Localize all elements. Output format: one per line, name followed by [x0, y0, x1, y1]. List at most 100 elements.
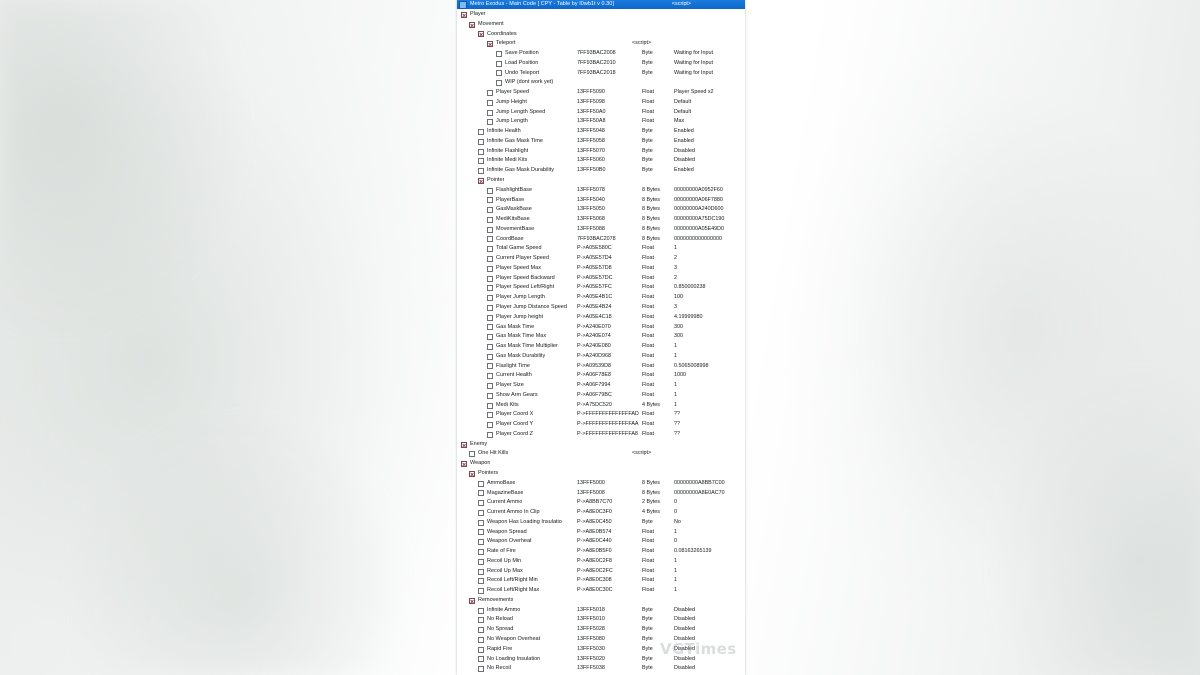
- cheat-table-row[interactable]: Weapon: [457, 459, 745, 469]
- entry-checkbox-icon[interactable]: [487, 187, 493, 194]
- cheat-table-row[interactable]: Gas Mask Time P->A240E070 Float 300: [457, 323, 745, 333]
- entry-checkbox-icon[interactable]: [478, 529, 484, 536]
- entry-checkbox-icon[interactable]: [478, 666, 484, 673]
- cheat-table-row[interactable]: Show Arm Gears P->A06F79BC Float 1: [457, 391, 745, 401]
- entry-checkbox-icon[interactable]: [487, 197, 493, 204]
- cheat-table-row[interactable]: Jump Length Speed 13FFF50A0 Float Default: [457, 108, 745, 118]
- entry-checkbox-icon[interactable]: [487, 246, 493, 253]
- cheat-table-row[interactable]: Current Ammo In Clip P->A8E0C3F0 4 Bytes 0: [457, 508, 745, 518]
- entry-checkbox-icon[interactable]: [487, 295, 493, 302]
- cheat-table-row[interactable]: PlayerBase 13FFF5040 8 Bytes 00000000A06F78…: [457, 196, 745, 206]
- entry-checkbox-icon[interactable]: [487, 382, 493, 389]
- cheat-table-row[interactable]: Infinite Medi Kits 13FFF5060 Byte Disabled: [457, 156, 745, 166]
- entry-checkbox-icon[interactable]: [469, 451, 475, 458]
- cheat-table-row[interactable]: No Reload 13FFF5010 Byte Disabled: [457, 615, 745, 625]
- entry-checkbox-icon[interactable]: [487, 226, 493, 233]
- cheat-table-row[interactable]: Load Position 7FF93BAC2010 Byte Waiting for…: [457, 59, 745, 69]
- entry-checkbox-icon[interactable]: [478, 656, 484, 663]
- entry-checkbox-icon[interactable]: [478, 519, 484, 526]
- entry-checkbox-icon[interactable]: [487, 275, 493, 282]
- cheat-table-row[interactable]: Player Speed Backward P->A05E57DC Float 2: [457, 274, 745, 284]
- cheat-table-row[interactable]: Recoil Left/Right Min P->A8E0C308 Float 1: [457, 576, 745, 586]
- cheat-table-row[interactable]: CoordBase 7FF93BAC2078 8 Bytes 000000000000…: [457, 235, 745, 245]
- window-system-icon[interactable]: [459, 0, 467, 9]
- cheat-table-row[interactable]: Player Speed Max P->A05E57D8 Float 3: [457, 264, 745, 274]
- cheat-table-row[interactable]: No Weapon Overheat 13FFF5080 Byte Disabled: [457, 635, 745, 645]
- entry-checkbox-icon[interactable]: [478, 500, 484, 507]
- cheat-table-row[interactable]: Flaslight Time P->A09539D8 Float 0.50650089…: [457, 362, 745, 372]
- cheat-table-row[interactable]: Player Speed Left/Right P->A05E57FC Float 0…: [457, 283, 745, 293]
- entry-checkbox-icon[interactable]: [487, 412, 493, 419]
- entry-checkbox-icon[interactable]: [487, 256, 493, 263]
- entry-checkbox-icon[interactable]: [487, 353, 493, 360]
- entry-checkbox-icon[interactable]: [478, 539, 484, 546]
- cheat-table-row[interactable]: No Loading Insulation 13FFF5020 Byte Disabl…: [457, 655, 745, 665]
- cheat-table-row[interactable]: Total Game Speed P->A05E580C Float 1: [457, 244, 745, 254]
- cheat-table-row[interactable]: MovementBase 13FFF5088 8 Bytes 00000000A05E…: [457, 225, 745, 235]
- entry-checkbox-icon[interactable]: [496, 80, 502, 87]
- cheat-table-row[interactable]: Jump Length 13FFF50A8 Float Max: [457, 117, 745, 127]
- entry-checkbox-icon[interactable]: [487, 109, 493, 116]
- group-checkbox-icon[interactable]: [461, 461, 467, 468]
- cheat-table-row[interactable]: Save Position 7FF93BAC2008 Byte Waiting for…: [457, 49, 745, 59]
- cheat-table-row[interactable]: Infinite Flashlight 13FFF5070 Byte Disabled: [457, 147, 745, 157]
- entry-checkbox-icon[interactable]: [478, 158, 484, 165]
- cheat-table-row[interactable]: Infinite Gas Mask Time 13FFF5058 Byte Enabl…: [457, 137, 745, 147]
- entry-checkbox-icon[interactable]: [478, 558, 484, 565]
- cheat-table-row[interactable]: FlashlightBase 13FFF5078 8 Bytes 00000000A0…: [457, 186, 745, 196]
- cheat-table-row[interactable]: AmmoBase 13FFF5000 8 Bytes 00000000A8BB7C00: [457, 479, 745, 489]
- cheat-table-row[interactable]: Gas Mask Time Multiplier P->A240E080 Float…: [457, 342, 745, 352]
- cheat-table-row[interactable]: No Recoil 13FFF5038 Byte Disabled: [457, 664, 745, 674]
- cheat-table-row[interactable]: Player Speed 13FFF5090 Float Player Speed x…: [457, 88, 745, 98]
- cheat-table-row[interactable]: Gas Mask Durability P->A240D968 Float 1: [457, 352, 745, 362]
- entry-checkbox-icon[interactable]: [487, 431, 493, 438]
- cheat-table-tree[interactable]: Player Movement Coordinates Teleport <script…: [457, 9, 745, 675]
- cheat-table-row[interactable]: Jump Height 13FFF5098 Float Default: [457, 98, 745, 108]
- entry-checkbox-icon[interactable]: [478, 138, 484, 145]
- entry-checkbox-icon[interactable]: [478, 588, 484, 595]
- cheat-table-row[interactable]: Infinite Gas Mask Durability 13FFF50B0 Byt…: [457, 166, 745, 176]
- group-checkbox-icon[interactable]: [469, 597, 475, 604]
- group-checkbox-icon[interactable]: [487, 41, 493, 48]
- cheat-table-row[interactable]: Recoil Up Min P->A8E0C2F8 Float 1: [457, 557, 745, 567]
- group-checkbox-icon[interactable]: [469, 21, 475, 28]
- entry-checkbox-icon[interactable]: [487, 343, 493, 350]
- window-title-bar[interactable]: Metro Exodus - Main Code [ CPY - Table b…: [457, 0, 745, 9]
- entry-checkbox-icon[interactable]: [487, 119, 493, 126]
- cheat-table-row[interactable]: Recoil Up Max P->A8E0C2FC Float 1: [457, 567, 745, 577]
- entry-checkbox-icon[interactable]: [478, 129, 484, 136]
- entry-checkbox-icon[interactable]: [487, 265, 493, 272]
- cheat-table-row[interactable]: Recoil Left/Right Max P->A8E0C30C Float 1: [457, 586, 745, 596]
- entry-checkbox-icon[interactable]: [487, 207, 493, 214]
- entry-checkbox-icon[interactable]: [487, 334, 493, 341]
- entry-checkbox-icon[interactable]: [496, 50, 502, 57]
- group-checkbox-icon[interactable]: [478, 177, 484, 184]
- cheat-table-row[interactable]: Player Jump Distance Speed P->A05E4B24 Flo…: [457, 303, 745, 313]
- cheat-table-row[interactable]: Gas Mask Time Max P->A240E074 Float 300: [457, 332, 745, 342]
- cheat-table-row[interactable]: Player Coord X P->FFFFFFFFFFFFFFAD Float??: [457, 410, 745, 420]
- entry-checkbox-icon[interactable]: [478, 607, 484, 614]
- cheat-table-row[interactable]: Medi Kits P->A75DC520 4 Bytes 1: [457, 401, 745, 411]
- cheat-table-row[interactable]: MediKitsBase 13FFF5068 8 Bytes 00000000A75D…: [457, 215, 745, 225]
- entry-checkbox-icon[interactable]: [487, 90, 493, 96]
- entry-checkbox-icon[interactable]: [487, 285, 493, 292]
- cheat-table-row[interactable]: GasMaskBase 13FFF5050 8 Bytes 00000000A240D…: [457, 205, 745, 215]
- cheat-table-row[interactable]: Pointers: [457, 469, 745, 479]
- group-checkbox-icon[interactable]: [469, 470, 475, 477]
- entry-checkbox-icon[interactable]: [478, 548, 484, 555]
- entry-checkbox-icon[interactable]: [478, 646, 484, 653]
- entry-checkbox-icon[interactable]: [496, 60, 502, 67]
- cheat-table-row[interactable]: Coordinates: [457, 30, 745, 40]
- cheat-table-row[interactable]: Infinite Health 13FFF5048 Byte Enabled: [457, 127, 745, 137]
- cheat-table-row[interactable]: Undo Teleport 7FF93BAC2018 Byte Waiting for…: [457, 69, 745, 79]
- cheat-table-row[interactable]: No Spread 13FFF5028 Byte Disabled: [457, 625, 745, 635]
- group-checkbox-icon[interactable]: [461, 441, 467, 448]
- entry-checkbox-icon[interactable]: [496, 70, 502, 77]
- cheat-table-row[interactable]: Player Size P->A06F7994 Float 1: [457, 381, 745, 391]
- cheat-table-row[interactable]: Player Coord Y P->FFFFFFFFFFFFFFAA Float??: [457, 420, 745, 430]
- entry-checkbox-icon[interactable]: [478, 636, 484, 643]
- cheat-table-row[interactable]: Player Jump height P->A05E4C18 Float 4.1999…: [457, 313, 745, 323]
- entry-checkbox-icon[interactable]: [478, 168, 484, 175]
- entry-checkbox-icon[interactable]: [487, 314, 493, 321]
- cheat-table-row[interactable]: Current Health P->A06F78E8 Float 1000: [457, 371, 745, 381]
